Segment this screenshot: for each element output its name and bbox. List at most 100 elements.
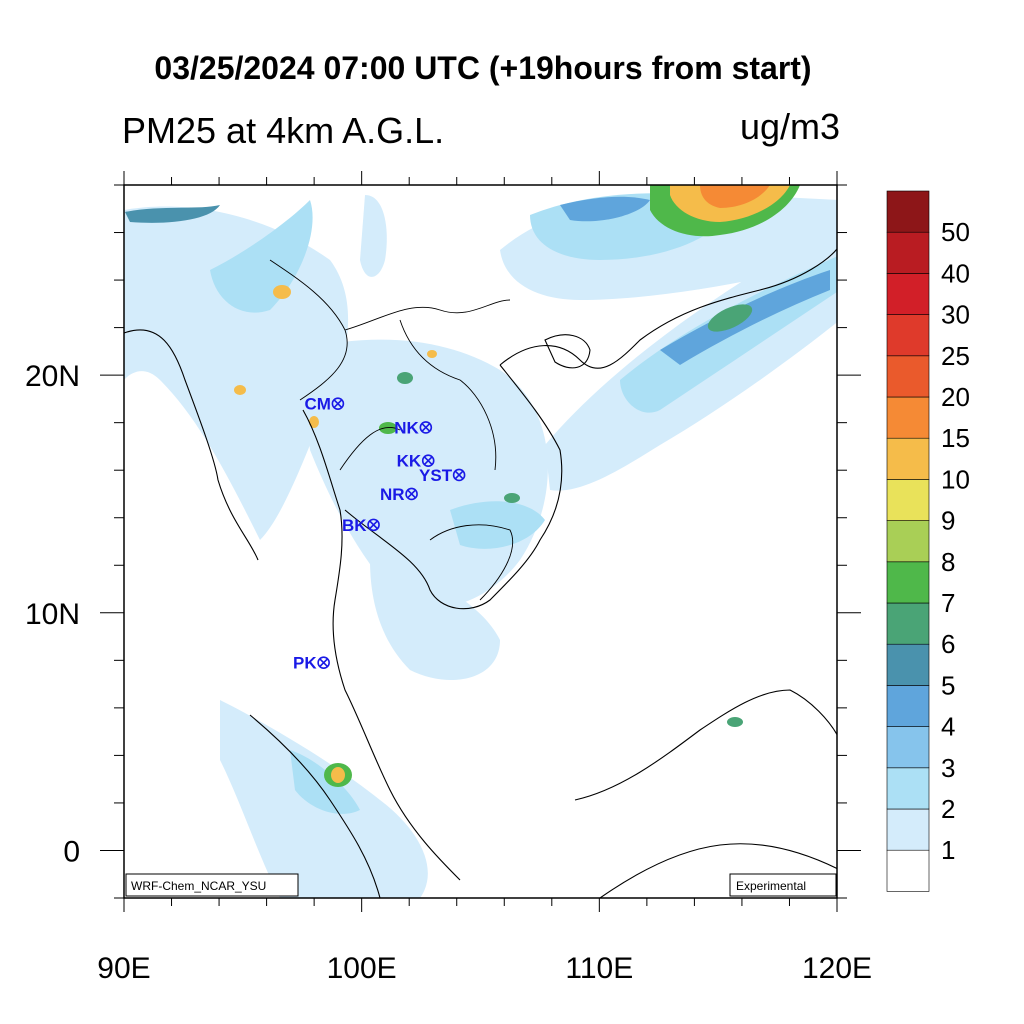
station-marker: KK <box>397 452 435 471</box>
y-tick-label: 0 <box>63 835 80 868</box>
station-circle <box>367 518 380 532</box>
hotspot-myanmar <box>273 285 291 299</box>
station-circle <box>421 454 435 467</box>
colorbar-swatch <box>886 314 930 357</box>
colorbar-label: 2 <box>941 794 955 824</box>
hotspot-sea <box>707 304 753 332</box>
coastlines <box>124 247 837 898</box>
station-circle <box>419 421 433 434</box>
colorbar-swatch <box>886 561 930 604</box>
y-tick-label: 10N <box>25 598 80 631</box>
plume-sumatra-core <box>290 750 360 814</box>
hotspot-borneo <box>727 717 743 727</box>
station-cross <box>421 422 431 432</box>
hotspot-north-orange <box>700 185 770 208</box>
station-label: YST <box>419 466 453 485</box>
colorbar-swatch <box>886 437 930 480</box>
station-marker: YST <box>419 466 466 485</box>
colorbar-label: 4 <box>941 712 955 742</box>
station-label: KK <box>397 452 422 471</box>
colorbar-label: 3 <box>941 753 955 783</box>
plume-myanmar <box>124 206 349 540</box>
colorbar-swatch <box>886 396 930 439</box>
map-frame <box>123 184 838 899</box>
colorbar-label: 6 <box>941 629 955 659</box>
colorbar-swatch <box>886 479 930 521</box>
hotspot-sumatra <box>331 767 345 783</box>
station-cross <box>407 489 417 499</box>
station-marker: PK <box>293 654 330 673</box>
colorbar-swatch <box>886 273 930 315</box>
experimental-credit: Experimental <box>736 879 806 893</box>
station-label: NR <box>380 485 405 504</box>
plume-vertical <box>360 195 387 277</box>
colorbar-swatch <box>886 643 930 686</box>
colorbar-label: 10 <box>941 464 970 494</box>
colorbar-swatch <box>886 355 930 398</box>
colorbar-label: 25 <box>941 341 970 371</box>
plume-myanmar-core <box>210 200 313 313</box>
hotspot-nk <box>379 422 397 434</box>
colorbar-label: 5 <box>941 670 955 700</box>
station-circle <box>452 468 466 482</box>
hotspot-cambodia <box>504 493 520 503</box>
credit-right-box <box>729 873 837 897</box>
colorbar-swatch <box>886 520 930 563</box>
station-cross <box>423 456 433 466</box>
map-title: 03/25/2024 07:00 UTC (+19hours from star… <box>154 50 812 86</box>
concentration-field <box>124 185 837 898</box>
colorbar-swatch <box>886 849 930 892</box>
colorbar-label: 30 <box>941 300 970 330</box>
station-cross <box>333 399 343 409</box>
x-tick-label: 90E <box>97 952 150 985</box>
station-marker: NK <box>394 418 433 437</box>
station-marker: CM <box>304 395 345 414</box>
colorbar-label: 7 <box>941 588 955 618</box>
hotspot-west <box>234 385 246 395</box>
colorbar-label: 40 <box>941 258 970 288</box>
colorbar-label: 20 <box>941 382 970 412</box>
station-label: NK <box>394 418 419 437</box>
station-cross <box>319 658 329 668</box>
colorbar-label: 1 <box>941 835 955 865</box>
colorbar-label: 50 <box>941 217 970 247</box>
station-label: CM <box>304 395 330 414</box>
colorbar: 1 2 3 4 5 6 7 8 9 10 15 20 25 30 40 50 <box>886 190 970 892</box>
model-credit: WRF-Chem_NCAR_YSU <box>131 879 266 893</box>
plume-north-teal <box>125 205 220 223</box>
colorbar-label: 8 <box>941 547 955 577</box>
variable-label: PM25 at 4km A.G.L. <box>122 110 445 151</box>
country-borders <box>269 259 514 601</box>
x-tick-label: 120E <box>802 952 872 985</box>
colorbar-swatch <box>886 602 930 645</box>
station-cross <box>368 520 379 530</box>
station-circle <box>405 487 418 501</box>
colorbar-swatch <box>886 685 930 727</box>
station-marker: BK <box>342 516 380 535</box>
hotspot-laos <box>397 372 413 384</box>
colorbar-swatch <box>886 726 930 769</box>
colorbar-swatch <box>886 231 930 274</box>
colorbar-label: 15 <box>941 423 970 453</box>
credit-left-box <box>125 873 299 897</box>
colorbar-swatch <box>886 190 930 233</box>
hotspot-cm <box>309 416 319 428</box>
x-tick-label: 100E <box>327 952 397 985</box>
colorbar-swatch <box>886 767 930 810</box>
plume-cambodia <box>450 501 545 549</box>
station-circle <box>331 397 345 410</box>
colorbar-swatch <box>886 808 930 851</box>
colorbar-label: 9 <box>941 506 955 536</box>
station-label: BK <box>342 516 367 535</box>
x-tick-label: 110E <box>565 952 633 985</box>
units-label: ug/m3 <box>739 106 840 147</box>
station-circle <box>317 656 330 670</box>
plume-gulf <box>370 560 500 680</box>
map-axes: 90E 100E 110E 120E 0 10N 20N <box>25 171 872 985</box>
station-marker: NR <box>380 485 418 504</box>
plume-north-dark <box>560 196 650 222</box>
station-cross <box>454 470 464 480</box>
station-label: PK <box>293 654 317 673</box>
